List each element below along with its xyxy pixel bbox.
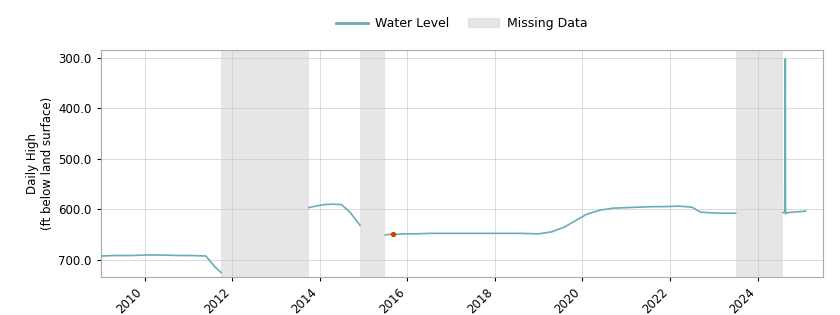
Bar — [736, 50, 783, 277]
Bar — [221, 50, 309, 277]
Legend: Water Level, Missing Data: Water Level, Missing Data — [332, 12, 592, 35]
Y-axis label: Daily High
(ft below land surface): Daily High (ft below land surface) — [26, 97, 55, 231]
Bar — [360, 50, 386, 277]
